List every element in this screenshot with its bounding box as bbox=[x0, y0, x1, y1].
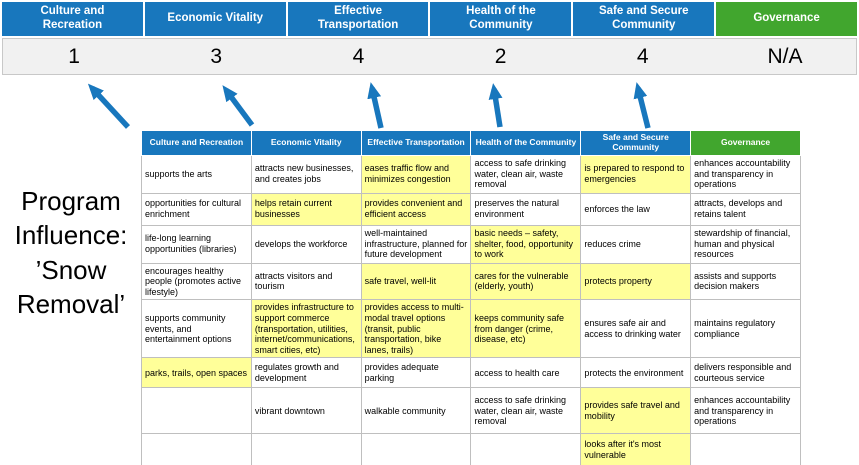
influence-arrows bbox=[87, 82, 651, 129]
up-arrow-icon bbox=[222, 85, 255, 127]
matrix-cell: enhances accountability and transparency… bbox=[690, 387, 801, 435]
up-arrow-icon bbox=[633, 82, 651, 129]
matrix-cell-highlighted: protects property bbox=[580, 262, 692, 301]
matrix-header-row: Culture and Recreation Economic Vitality E… bbox=[141, 130, 801, 156]
matrix-cell-highlighted: basic needs – safety, shelter, food, opp… bbox=[470, 224, 582, 264]
matrix-cell: develops the workforce bbox=[250, 224, 362, 264]
table-row: parks, trails, open spaces regulates grow… bbox=[141, 357, 801, 389]
table-row: vibrant downtown walkable community access… bbox=[141, 387, 801, 435]
matrix-cell-highlighted: provides convenient and efficient access bbox=[360, 192, 472, 226]
matrix-cell-highlighted: looks after it's most vulnerable bbox=[580, 433, 692, 465]
table-row: encourages healthy people (promotes acti… bbox=[141, 262, 801, 301]
matrix-cell: stewardship of financial, human and phys… bbox=[690, 224, 801, 264]
matrix-cell: regulates growth and development bbox=[250, 357, 362, 389]
matrix-cell: ensures safe air and access to drinking … bbox=[580, 299, 692, 359]
summary-header-2: Effective Transportation bbox=[287, 2, 429, 36]
summary-header-1: Economic Vitality bbox=[144, 2, 286, 36]
summary-header-4: Safe and Secure Community bbox=[573, 2, 715, 36]
matrix-cell-highlighted: safe travel, well-lit bbox=[360, 262, 472, 301]
table-row: supports the arts attracts new businesses… bbox=[141, 154, 801, 194]
matrix-cell: walkable community bbox=[360, 387, 472, 435]
summary-header-5: Governance bbox=[716, 2, 857, 36]
up-arrow-icon bbox=[367, 82, 384, 129]
up-arrow-icon bbox=[87, 83, 131, 129]
matrix-cell: provides adequate parking bbox=[360, 357, 472, 389]
table-row: looks after it's most vulnerable bbox=[141, 433, 801, 465]
up-arrow-icon bbox=[488, 83, 503, 128]
matrix-cell: enhances accountability and transparency… bbox=[690, 154, 801, 194]
influence-matrix: Culture and Recreation Economic Vitality E… bbox=[141, 130, 801, 465]
matrix-cell-highlighted: cares for the vulnerable (elderly, youth… bbox=[470, 262, 582, 301]
page-title: Program Influence: ’Snow Removal’ bbox=[14, 186, 128, 319]
matrix-cell: access to health care bbox=[470, 357, 582, 389]
matrix-cell: vibrant downtown bbox=[250, 387, 362, 435]
matrix-head: Culture and Recreation Economic Vitality E… bbox=[141, 130, 801, 156]
matrix-cell: well-maintained infrastructure, planned … bbox=[360, 224, 472, 264]
summary-header-row: Culture and Recreation Economic Vitality E… bbox=[2, 2, 857, 36]
matrix-cell-highlighted: keeps community safe from danger (crime,… bbox=[470, 299, 582, 359]
summary-score-2: 4 bbox=[352, 44, 365, 68]
matrix-header-4: Safe and Secure Community bbox=[580, 130, 692, 156]
summary-score-5: N/A bbox=[767, 44, 803, 68]
summary-score-row: 1 3 4 2 4 N/A bbox=[2, 38, 857, 75]
table-row: life-long learning opportunities (librar… bbox=[141, 224, 801, 264]
summary-score-3: 2 bbox=[494, 44, 507, 68]
matrix-cell: assists and supports decision makers bbox=[690, 262, 801, 301]
matrix-cell bbox=[141, 387, 252, 435]
matrix-cell: access to safe drinking water, clean air… bbox=[470, 154, 582, 194]
matrix-body: supports the arts attracts new businesses… bbox=[141, 154, 801, 465]
matrix-cell: attracts visitors and tourism bbox=[250, 262, 362, 301]
matrix-cell: access to safe drinking water, clean air… bbox=[470, 387, 582, 435]
matrix-header-0: Culture and Recreation bbox=[141, 130, 252, 156]
matrix-header-5: Governance bbox=[690, 130, 801, 156]
matrix-cell: life-long learning opportunities (librar… bbox=[141, 224, 252, 264]
matrix-cell: maintains regulatory compliance bbox=[690, 299, 801, 359]
table-row: supports community events, and entertain… bbox=[141, 299, 801, 359]
summary-score-4: 4 bbox=[636, 44, 649, 68]
matrix-cell-highlighted: provides safe travel and mobility bbox=[580, 387, 692, 435]
matrix-cell bbox=[141, 433, 252, 465]
matrix-cell-highlighted: parks, trails, open spaces bbox=[141, 357, 252, 389]
matrix-cell: opportunities for cultural enrichment bbox=[141, 192, 252, 226]
matrix-header-2: Effective Transportation bbox=[360, 130, 472, 156]
summary-header-0: Culture and Recreation bbox=[2, 2, 143, 36]
matrix-cell-highlighted: helps retain current businesses bbox=[250, 192, 362, 226]
matrix-cell bbox=[360, 433, 472, 465]
matrix-cell: attracts new businesses, and creates job… bbox=[250, 154, 362, 194]
matrix-cell: enforces the law bbox=[580, 192, 692, 226]
matrix-cell-highlighted: provides access to multi-modal travel op… bbox=[360, 299, 472, 359]
matrix-cell: reduces crime bbox=[580, 224, 692, 264]
summary-score-0: 1 bbox=[68, 44, 80, 68]
matrix-cell bbox=[690, 433, 801, 465]
matrix-cell: preserves the natural environment bbox=[470, 192, 582, 226]
matrix-cell bbox=[470, 433, 582, 465]
matrix-cell: supports the arts bbox=[141, 154, 252, 194]
matrix-header-1: Economic Vitality bbox=[250, 130, 362, 156]
matrix-cell: protects the environment bbox=[580, 357, 692, 389]
matrix-cell bbox=[250, 433, 362, 465]
matrix-cell: delivers responsible and courteous servi… bbox=[690, 357, 801, 389]
matrix-cell: attracts, develops and retains talent bbox=[690, 192, 801, 226]
summary-score-1: 3 bbox=[210, 44, 223, 68]
matrix-cell-highlighted: is prepared to respond to emergencies bbox=[580, 154, 692, 194]
matrix-cell-highlighted: eases traffic flow and minimizes congest… bbox=[360, 154, 472, 194]
table-row: opportunities for cultural enrichment hel… bbox=[141, 192, 801, 226]
matrix-header-3: Health of the Community bbox=[470, 130, 582, 156]
summary-header-3: Health of the Community bbox=[430, 2, 572, 36]
matrix-cell: encourages healthy people (promotes acti… bbox=[141, 262, 252, 301]
matrix-cell: supports community events, and entertain… bbox=[141, 299, 252, 359]
matrix-cell-highlighted: provides infrastructure to support comme… bbox=[250, 299, 362, 359]
